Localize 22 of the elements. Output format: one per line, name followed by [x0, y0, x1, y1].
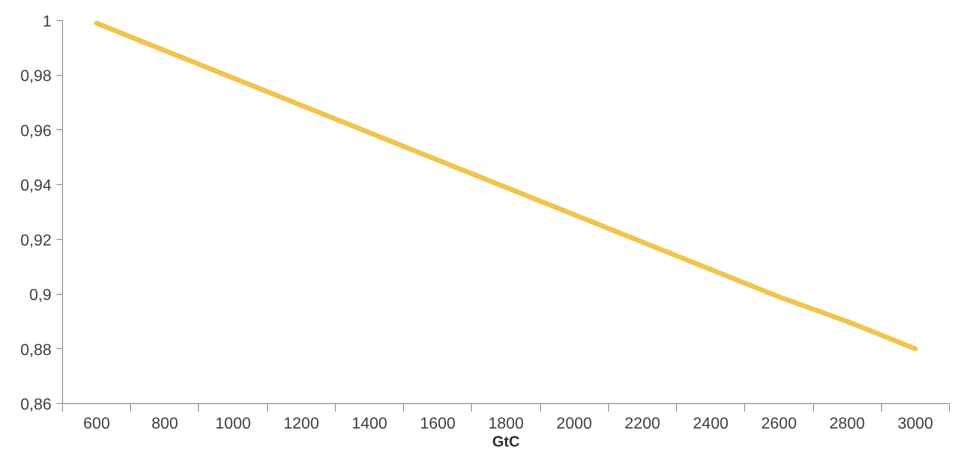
y-tick-label: 0,96 — [20, 122, 52, 140]
y-tick-label: 0,98 — [20, 68, 52, 86]
y-tick-label: 0,88 — [20, 342, 52, 359]
x-axis-title: GtC — [492, 434, 520, 450]
y-tick-label: 0,86 — [20, 396, 52, 414]
y-tick-label: 0,9 — [29, 287, 52, 304]
x-tick-label: 1200 — [284, 416, 320, 432]
y-tick-label: 1 — [42, 14, 52, 30]
y-tick-label: 0,94 — [20, 178, 52, 195]
y-tick-label: 0,92 — [20, 232, 52, 250]
x-tick-label: 2400 — [692, 416, 729, 432]
x-tick-label: 1600 — [420, 416, 456, 432]
x-tick-label: 2000 — [556, 416, 592, 432]
x-tick-label: 3000 — [898, 416, 934, 432]
x-tick-label: 2800 — [829, 416, 866, 432]
x-tick-label: 1800 — [488, 416, 524, 432]
x-tick-label: 800 — [152, 416, 178, 432]
x-tick-label: 2200 — [624, 416, 660, 432]
x-tick-label: 600 — [83, 416, 110, 432]
x-tick-label: 2600 — [761, 416, 797, 432]
x-tick-label: 1000 — [215, 416, 251, 432]
x-tick-label: 1400 — [352, 416, 388, 432]
